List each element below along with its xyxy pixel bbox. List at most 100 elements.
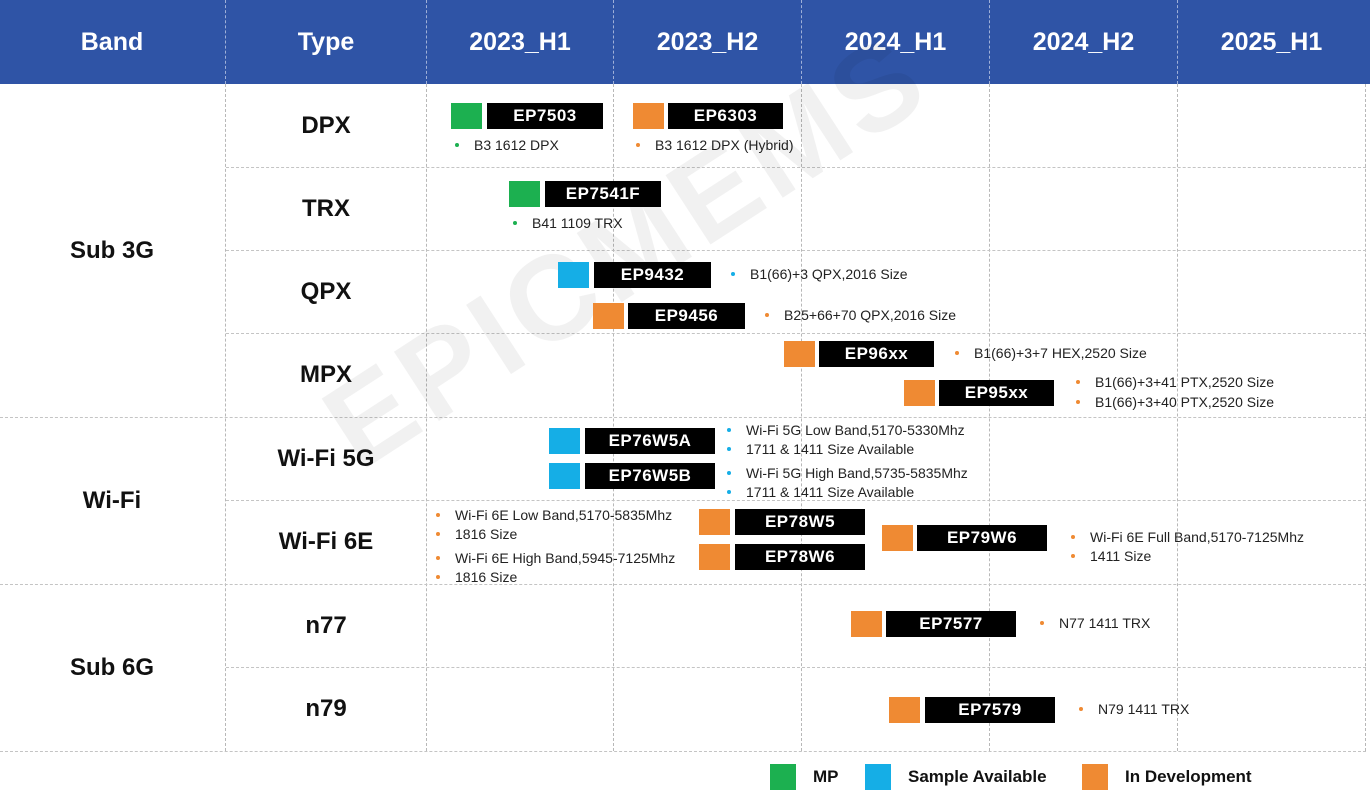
note-ep79w6: 1411 Size bbox=[1071, 548, 1151, 564]
header-period-2024-h2: 2024_H2 bbox=[1032, 27, 1135, 56]
status-marker-dev bbox=[593, 303, 624, 329]
type-label-mpx: MPX bbox=[299, 361, 352, 388]
header-period-2023-h2: 2023_H2 bbox=[656, 27, 759, 56]
note-ep7577: N77 1411 TRX bbox=[1040, 615, 1150, 631]
legend-dev-label: In Development bbox=[1125, 767, 1252, 786]
status-marker-dev bbox=[904, 380, 935, 406]
grid-line bbox=[0, 751, 1366, 752]
status-marker-dev bbox=[699, 509, 730, 535]
status-marker-dev bbox=[882, 525, 913, 551]
product-ep76w5a: EP76W5A bbox=[585, 428, 715, 454]
note-ep76w5a: 1711 & 1411 Size Available bbox=[727, 441, 914, 457]
header-divider bbox=[801, 0, 802, 84]
bullet-icon bbox=[1040, 621, 1044, 625]
header-divider bbox=[613, 0, 614, 84]
status-marker-sample bbox=[558, 262, 589, 288]
bullet-icon bbox=[1076, 380, 1080, 384]
type-label-wifi5g: Wi-Fi 5G bbox=[277, 444, 375, 472]
note-ep78: Wi-Fi 6E Low Band,5170-5835Mhz bbox=[436, 507, 672, 523]
bullet-icon bbox=[436, 532, 440, 536]
product-ep9456: EP9456 bbox=[628, 303, 745, 329]
type-label-qpx: QPX bbox=[300, 277, 352, 305]
note-ep7503: B3 1612 DPX bbox=[455, 137, 559, 153]
product-ep96xx: EP96xx bbox=[819, 341, 934, 367]
status-marker-mp bbox=[509, 181, 540, 207]
bullet-icon bbox=[436, 513, 440, 517]
product-ep79w6: EP79W6 bbox=[917, 525, 1047, 551]
note-ep95xx: B1(66)+3+40 PTX,2520 Size bbox=[1076, 394, 1274, 410]
status-marker-mp bbox=[451, 103, 482, 129]
product-ep7579: EP7579 bbox=[925, 697, 1055, 723]
status-marker-dev bbox=[889, 697, 920, 723]
header-divider bbox=[1177, 0, 1178, 84]
bullet-icon bbox=[455, 143, 459, 147]
legend-mp-swatch bbox=[770, 764, 796, 790]
header-divider bbox=[426, 0, 427, 84]
band-label-wifi: Wi-Fi bbox=[82, 486, 142, 514]
bullet-icon bbox=[727, 490, 731, 494]
note-ep78: 1816 Size bbox=[436, 526, 517, 542]
product-ep6303: EP6303 bbox=[668, 103, 783, 129]
bullet-icon bbox=[636, 143, 640, 147]
note-ep78: Wi-Fi 6E High Band,5945-7125Mhz bbox=[436, 550, 675, 566]
note-ep7541f: B41 1109 TRX bbox=[513, 215, 623, 231]
status-marker-dev bbox=[851, 611, 882, 637]
bullet-icon bbox=[1071, 554, 1075, 558]
bullet-icon bbox=[1079, 707, 1083, 711]
status-marker-sample bbox=[549, 463, 580, 489]
bullet-icon bbox=[731, 272, 735, 276]
grid-line bbox=[226, 250, 1366, 251]
header-divider bbox=[225, 0, 226, 84]
band-label-sub6g: Sub 6G bbox=[69, 653, 154, 681]
product-ep9432: EP9432 bbox=[594, 262, 711, 288]
bullet-icon bbox=[1076, 400, 1080, 404]
note-ep6303: B3 1612 DPX (Hybrid) bbox=[636, 137, 794, 153]
legend-sample-label: Sample Available bbox=[908, 767, 1047, 786]
status-marker-dev bbox=[699, 544, 730, 570]
legend-mp-label: MP bbox=[813, 767, 839, 786]
bullet-icon bbox=[513, 221, 517, 225]
note-ep7579: N79 1411 TRX bbox=[1079, 701, 1189, 717]
status-marker-sample bbox=[549, 428, 580, 454]
product-ep78w5: EP78W5 bbox=[735, 509, 865, 535]
product-ep95xx: EP95xx bbox=[939, 380, 1054, 406]
note-ep76w5b: Wi-Fi 5G High Band,5735-5835Mhz bbox=[727, 465, 968, 481]
product-ep7577: EP7577 bbox=[886, 611, 1016, 637]
note-ep95xx: B1(66)+3+41 PTX,2520 Size bbox=[1076, 374, 1274, 390]
bullet-icon bbox=[436, 556, 440, 560]
header-period-2025-h1: 2025_H1 bbox=[1220, 27, 1323, 56]
note-ep76w5b: 1711 & 1411 Size Available bbox=[727, 484, 914, 500]
bullet-icon bbox=[727, 428, 731, 432]
grid-line bbox=[226, 667, 1366, 668]
grid-line bbox=[0, 417, 1366, 418]
note-ep96xx: B1(66)+3+7 HEX,2520 Size bbox=[955, 345, 1147, 361]
product-ep78w6: EP78W6 bbox=[735, 544, 865, 570]
header-period-2024-h1: 2024_H1 bbox=[844, 27, 947, 56]
band-label-sub3g: Sub 3G bbox=[69, 236, 154, 264]
type-label-trx: TRX bbox=[302, 194, 350, 222]
grid-line bbox=[226, 333, 1366, 334]
note-ep76w5a: Wi-Fi 5G Low Band,5170-5330Mhz bbox=[727, 422, 965, 438]
header-band: Band bbox=[80, 27, 144, 56]
header-period-2023-h1: 2023_H1 bbox=[469, 27, 571, 56]
type-label-n77: n77 bbox=[305, 611, 347, 639]
table-header: Band Type 2023_H1 2023_H2 2024_H1 2024_H… bbox=[0, 0, 1370, 84]
grid-line bbox=[226, 167, 1366, 168]
bullet-icon bbox=[727, 447, 731, 451]
bullet-icon bbox=[436, 575, 440, 579]
bullet-icon bbox=[727, 471, 731, 475]
bullet-icon bbox=[765, 313, 769, 317]
bullet-icon bbox=[955, 351, 959, 355]
header-type: Type bbox=[297, 27, 355, 56]
bullet-icon bbox=[1071, 535, 1075, 539]
type-label-n79: n79 bbox=[305, 695, 347, 722]
status-marker-dev bbox=[633, 103, 664, 129]
grid-line bbox=[226, 500, 1366, 501]
header-divider bbox=[989, 0, 990, 84]
type-label-dpx: DPX bbox=[301, 111, 351, 139]
product-ep7541f: EP7541F bbox=[545, 181, 661, 207]
product-ep7503: EP7503 bbox=[487, 103, 603, 129]
legend-sample-swatch bbox=[865, 764, 891, 790]
note-ep78: 1816 Size bbox=[436, 569, 517, 585]
status-marker-dev bbox=[784, 341, 815, 367]
